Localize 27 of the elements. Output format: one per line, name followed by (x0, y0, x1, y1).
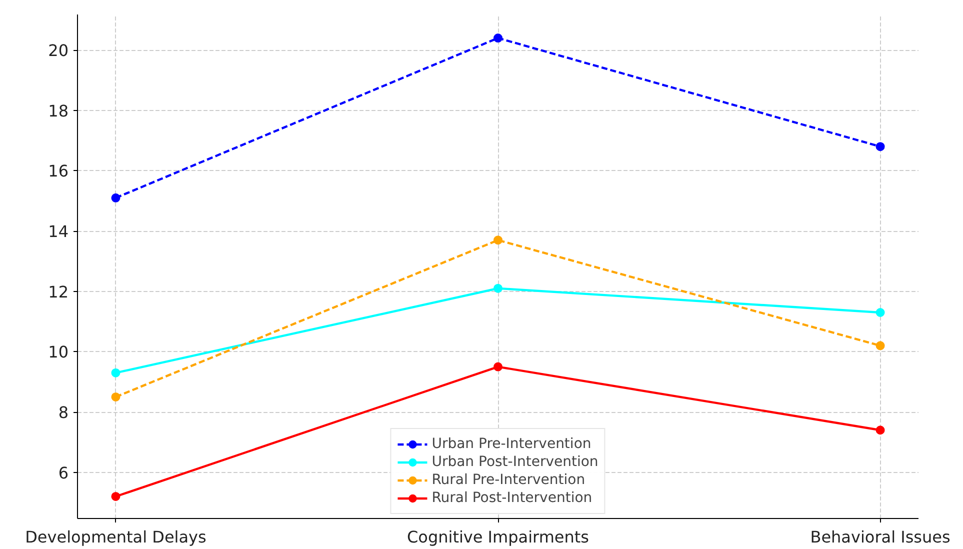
point (876, 142, 885, 152)
y-tick-label: 10 (48, 342, 68, 362)
x-tick-label: Behavioral Issues (810, 528, 950, 546)
y-tick-label: 14 (48, 222, 68, 242)
x-tick-label: Cognitive Impairments (406, 528, 590, 546)
legend-label: Urban Pre-Intervention (432, 435, 592, 453)
point (111, 193, 120, 202)
y-tick-label: 20 (48, 41, 68, 60)
legend-label: Urban Post-Intervention (432, 453, 598, 471)
point (494, 236, 502, 245)
legend-label: Rural Pre-Intervention (432, 471, 586, 489)
point (494, 34, 502, 43)
y-tick-label: 16 (48, 162, 68, 181)
x-tick-label: Developmental Delays (25, 528, 206, 546)
point (494, 284, 502, 293)
point (111, 492, 120, 501)
y-tick-label: 8 (58, 403, 69, 422)
y-tick-label: 12 (48, 282, 68, 302)
point (876, 426, 885, 435)
y-tick-label: 6 (58, 463, 69, 482)
point (111, 368, 120, 378)
point (876, 308, 885, 317)
legend-label: Rural Post-Intervention (432, 489, 592, 507)
point (876, 341, 885, 350)
point (494, 362, 502, 372)
y-tick-label: 18 (48, 101, 68, 120)
point (111, 392, 120, 402)
